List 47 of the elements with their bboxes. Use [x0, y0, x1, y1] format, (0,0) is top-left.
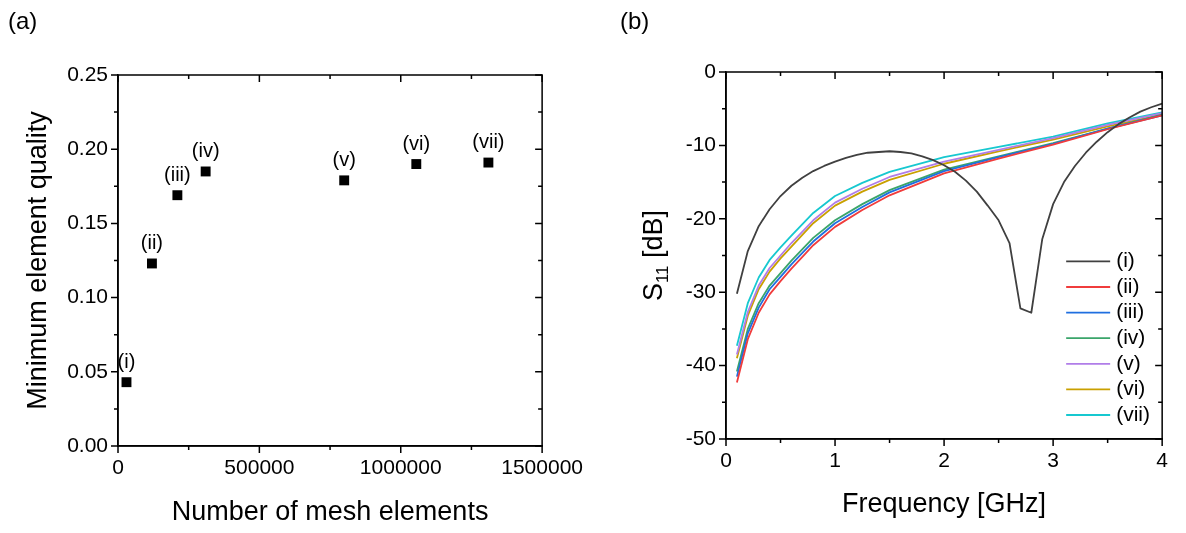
- y-tick-label: -30: [685, 279, 716, 302]
- legend-label: (ii): [1116, 273, 1140, 297]
- y-tick-label: 0.15: [67, 210, 108, 234]
- y-tick-label: 0.05: [67, 358, 108, 382]
- x-tick-label: 1000000: [359, 455, 442, 479]
- chart-title: (b): [620, 6, 650, 34]
- y-tick-label: -10: [685, 132, 716, 156]
- x-axis-title: Frequency [GHz]: [842, 488, 1047, 519]
- point: [483, 157, 494, 168]
- legend-label: (vii): [1116, 401, 1150, 425]
- data-label: (ii): [140, 230, 164, 253]
- x-tick-label: 0: [112, 455, 124, 479]
- data-label: (v): [332, 147, 356, 170]
- y-tick-label: -20: [685, 205, 716, 229]
- chart-title: (a): [8, 6, 38, 34]
- y-tick-label: -40: [685, 352, 716, 376]
- y-tick-label: 0.20: [67, 136, 108, 159]
- y-tick-label: 0.10: [67, 284, 108, 308]
- point: [172, 190, 183, 201]
- point: [411, 159, 422, 169]
- legend-label: (v): [1116, 350, 1141, 374]
- y-tick-label: 0: [704, 58, 716, 82]
- x-tick-label: 2: [938, 448, 950, 472]
- y-axis-title: S11 [dB]: [638, 210, 672, 301]
- y-tick-label: -50: [685, 425, 716, 449]
- point: [200, 166, 211, 177]
- x-tick-label: 4: [1156, 448, 1169, 472]
- data-label: (iii): [164, 162, 191, 185]
- data-label: (iv): [191, 138, 220, 161]
- legend-label: (vi): [1116, 376, 1146, 400]
- x-axis-title: Number of mesh elements: [171, 496, 489, 527]
- point: [339, 175, 350, 186]
- x-tick-label: 1: [829, 448, 841, 472]
- point: [146, 258, 157, 269]
- y-tick-label: 0.00: [67, 432, 108, 456]
- data-label: (vi): [402, 131, 431, 154]
- legend-label: (iv): [1116, 325, 1146, 348]
- point: [121, 377, 132, 388]
- x-tick-label: 3: [1047, 448, 1059, 472]
- x-tick-label: 500000: [224, 455, 295, 479]
- legend-label: (iii): [1116, 299, 1145, 323]
- x-tick-label: 1500000: [501, 455, 584, 479]
- data-label: (vii): [472, 130, 505, 153]
- y-axis-title: Minimum element quality: [22, 110, 53, 410]
- legend-label: (i): [1116, 248, 1135, 272]
- y-tick-label: 0.25: [67, 61, 108, 85]
- x-tick-label: 0: [720, 448, 732, 472]
